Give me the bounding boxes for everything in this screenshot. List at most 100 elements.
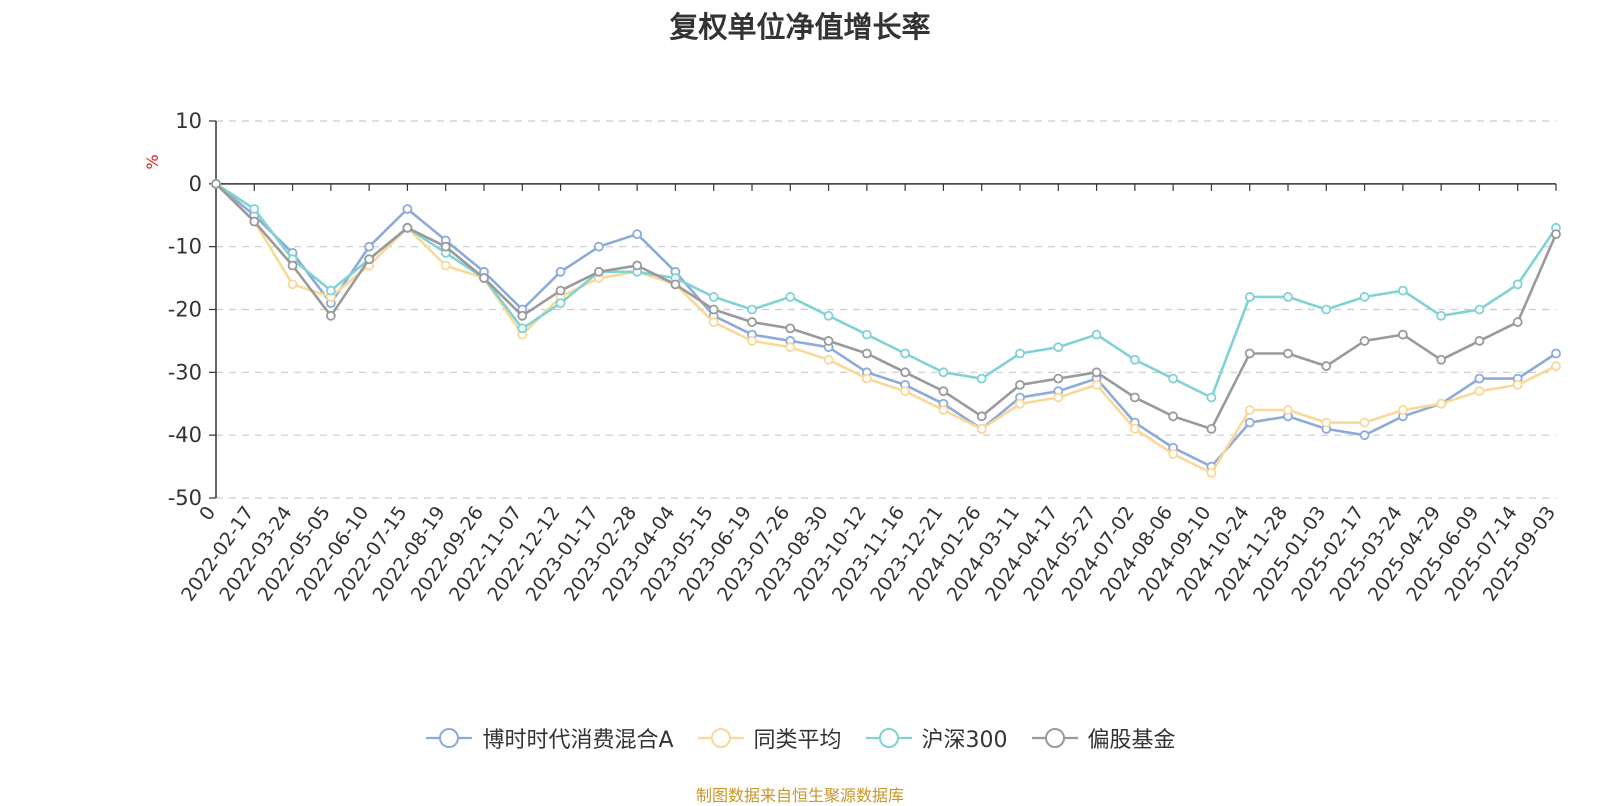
data-point bbox=[1436, 398, 1447, 409]
data-point bbox=[1512, 379, 1523, 390]
data-point bbox=[249, 204, 260, 214]
data-point bbox=[1168, 373, 1179, 384]
series-path bbox=[215, 182, 1558, 431]
chart-title: 复权单位净值增长率 bbox=[669, 10, 931, 44]
data-point bbox=[1359, 292, 1370, 302]
data-point bbox=[1129, 354, 1140, 365]
tick-labels: 100-10-20-30-40-5002022-02-172022-03-242… bbox=[168, 109, 1560, 605]
data-point bbox=[1206, 392, 1217, 403]
data-point bbox=[900, 386, 911, 397]
data-point bbox=[823, 354, 834, 365]
data-point bbox=[823, 336, 834, 346]
data-point bbox=[1474, 373, 1485, 384]
data-point bbox=[785, 292, 796, 302]
data-point bbox=[249, 216, 260, 227]
data-point bbox=[976, 423, 987, 434]
data-point bbox=[823, 310, 834, 321]
data-point bbox=[708, 292, 719, 302]
data-point bbox=[1397, 405, 1408, 415]
data-point bbox=[938, 405, 949, 415]
data-point bbox=[1129, 392, 1140, 403]
data-point bbox=[1206, 423, 1217, 434]
y-tick-label: -20 bbox=[168, 298, 202, 322]
data-point bbox=[1321, 417, 1332, 428]
axes bbox=[209, 120, 1557, 499]
data-point bbox=[364, 254, 375, 265]
data-point bbox=[1015, 379, 1025, 390]
data-point bbox=[747, 317, 757, 327]
data-point bbox=[325, 310, 336, 321]
legend-label: 同类平均 bbox=[753, 728, 842, 753]
data-point bbox=[670, 279, 681, 290]
data-point bbox=[1474, 336, 1485, 346]
data-point bbox=[593, 266, 604, 277]
data-point bbox=[1551, 229, 1561, 240]
data-point bbox=[287, 279, 298, 290]
legend-label: 偏股基金 bbox=[1087, 728, 1176, 753]
series-path bbox=[215, 182, 1558, 399]
legend-marker bbox=[1031, 728, 1078, 748]
data-point bbox=[1091, 367, 1102, 378]
legend-item[interactable]: 沪深300 bbox=[864, 722, 1008, 754]
data-point bbox=[1015, 398, 1025, 409]
data-point bbox=[1436, 310, 1447, 321]
data-point bbox=[1168, 449, 1179, 459]
data-point bbox=[785, 323, 796, 334]
data-point bbox=[938, 386, 949, 397]
data-point bbox=[1244, 417, 1255, 428]
data-point bbox=[1283, 348, 1293, 359]
y-tick-label: 0 bbox=[189, 172, 202, 196]
x-tick-label: 0 bbox=[195, 502, 220, 525]
data-point bbox=[632, 229, 643, 240]
legend-label: 沪深300 bbox=[921, 728, 1008, 753]
data-point bbox=[976, 373, 987, 384]
data-point bbox=[632, 260, 643, 271]
data-point bbox=[785, 342, 796, 353]
data-point bbox=[1512, 317, 1523, 327]
data-point bbox=[976, 411, 987, 422]
y-tick-label: 10 bbox=[175, 109, 202, 133]
data-point bbox=[1359, 336, 1370, 346]
y-tick-label: -40 bbox=[168, 423, 202, 447]
data-point bbox=[1244, 405, 1255, 415]
data-point bbox=[402, 204, 413, 214]
legend-item[interactable]: 同类平均 bbox=[696, 722, 842, 754]
data-point bbox=[1512, 279, 1523, 290]
y-axis-unit: % bbox=[143, 154, 162, 169]
legend-item[interactable]: 博时时代消费混合A bbox=[424, 722, 674, 754]
source-note: 制图数据来自恒生聚源数据库 bbox=[695, 786, 904, 805]
data-point bbox=[1206, 467, 1217, 478]
grid-lines bbox=[216, 120, 1556, 499]
data-point bbox=[900, 367, 911, 378]
data-point bbox=[1436, 354, 1447, 365]
legend-item[interactable]: 偏股基金 bbox=[1030, 722, 1176, 754]
series-line bbox=[211, 178, 1561, 434]
data-point bbox=[555, 298, 566, 309]
y-tick-label: -10 bbox=[168, 235, 202, 259]
data-point bbox=[1053, 392, 1064, 403]
data-point bbox=[747, 304, 757, 315]
data-point bbox=[1015, 348, 1025, 359]
data-point bbox=[287, 260, 298, 271]
data-point bbox=[1551, 348, 1561, 359]
data-point bbox=[900, 348, 911, 359]
data-point bbox=[593, 241, 604, 252]
series-path bbox=[215, 182, 1557, 468]
data-point bbox=[1397, 285, 1408, 296]
data-point bbox=[1359, 430, 1370, 441]
data-point bbox=[938, 367, 949, 378]
data-point bbox=[440, 260, 451, 271]
data-point bbox=[555, 285, 566, 296]
data-point bbox=[1053, 342, 1064, 353]
data-point bbox=[1321, 304, 1332, 315]
series-path bbox=[215, 182, 1557, 475]
data-point bbox=[1283, 405, 1293, 415]
data-point bbox=[1321, 361, 1332, 371]
data-point bbox=[517, 323, 528, 334]
series-lines bbox=[211, 178, 1561, 478]
series-line bbox=[211, 178, 1561, 478]
data-point bbox=[1397, 329, 1408, 340]
data-point bbox=[1091, 329, 1102, 340]
data-point bbox=[1168, 411, 1179, 422]
